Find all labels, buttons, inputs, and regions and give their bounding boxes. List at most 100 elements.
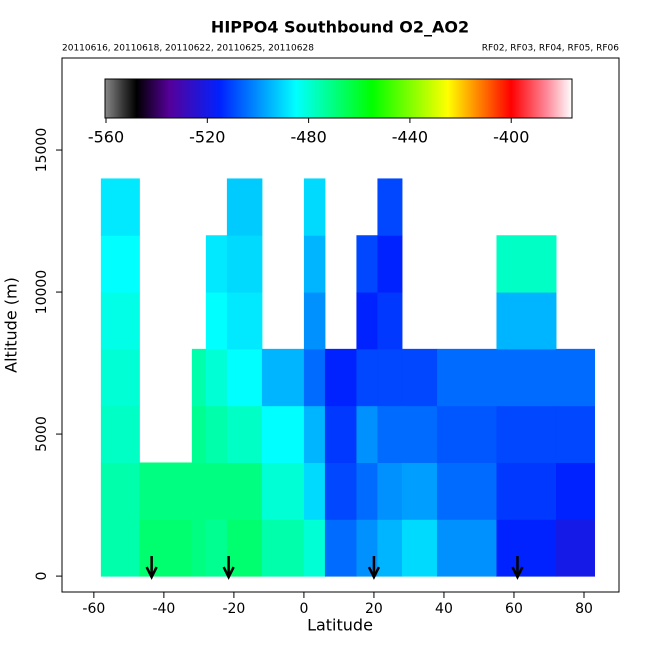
heatmap-cell xyxy=(261,519,305,577)
heatmap-cell xyxy=(377,178,403,236)
heatmap-cell xyxy=(377,235,403,293)
heatmap-cell xyxy=(191,348,207,407)
heatmap-cell xyxy=(191,405,207,463)
heatmap-cell xyxy=(191,519,207,577)
heatmap-cell xyxy=(100,405,140,463)
heatmap-cell xyxy=(401,405,438,463)
heatmap-cell xyxy=(356,462,378,520)
heatmap-cell xyxy=(356,348,378,407)
heatmap-cell xyxy=(261,462,305,520)
heatmap-cell xyxy=(191,462,207,520)
heatmap-cell xyxy=(139,519,193,577)
heatmap-cell xyxy=(100,348,140,407)
heatmap-cell xyxy=(356,405,378,463)
heatmap-cell xyxy=(377,519,403,577)
heatmap-cell xyxy=(226,178,263,236)
heatmap-cell xyxy=(226,405,263,463)
heatmap-cell xyxy=(205,405,228,463)
heatmap-cell xyxy=(261,348,305,407)
heatmap-cell xyxy=(436,462,497,520)
heatmap-cell xyxy=(303,462,326,520)
x-tick-label: -60 xyxy=(82,601,105,617)
heatmap-cell xyxy=(324,348,357,407)
heatmap-cell xyxy=(205,292,228,350)
x-tick-label: 0 xyxy=(299,601,308,617)
subtitle-right: RF02, RF03, RF04, RF05, RF06 xyxy=(482,44,620,54)
heatmap-cell xyxy=(555,348,595,407)
heatmap-cell xyxy=(100,235,140,293)
heatmap-cell xyxy=(496,235,557,293)
heatmap-cell xyxy=(401,348,438,407)
y-tick-label: 0 xyxy=(34,572,50,581)
heatmap-cell xyxy=(377,292,403,350)
marker-arrowhead xyxy=(511,566,524,580)
heatmap-cell xyxy=(100,462,140,520)
heatmap-cell xyxy=(139,462,193,520)
heatmap-cell xyxy=(226,292,263,350)
x-tick-label: 60 xyxy=(505,601,523,617)
heatmap-cell xyxy=(356,519,378,577)
colorbar-tick-label: -480 xyxy=(290,128,326,147)
heatmap-cell xyxy=(303,292,326,350)
heatmap-cell xyxy=(377,462,403,520)
colorbar-tick-label: -440 xyxy=(392,128,428,147)
heatmap-cell xyxy=(496,462,557,520)
heatmap-cell xyxy=(436,405,497,463)
chart-title: HIPPO4 Southbound O2_AO2 xyxy=(211,18,469,37)
heatmap-cell xyxy=(324,405,357,463)
heatmap-cell xyxy=(496,405,557,463)
heatmap-cell xyxy=(205,519,228,577)
x-tick-label: -40 xyxy=(152,601,175,617)
colorbar-tick-label: -400 xyxy=(493,128,529,147)
heatmap-cell xyxy=(496,292,557,350)
y-axis-label: Altitude (m) xyxy=(2,277,21,373)
plot-frame xyxy=(61,57,620,593)
x-tick-label: 40 xyxy=(435,601,453,617)
heatmap-cell xyxy=(303,178,326,236)
x-tick-label: 80 xyxy=(575,601,593,617)
heatmap-cell xyxy=(401,519,438,577)
heatmap-cell xyxy=(205,462,228,520)
heatmap-cell xyxy=(555,519,595,577)
heatmap-cell xyxy=(324,462,357,520)
heatmap-cell xyxy=(436,519,497,577)
y-tick-label: 5000 xyxy=(34,416,50,452)
heatmap-cell xyxy=(205,235,228,293)
heatmap-cell xyxy=(303,405,326,463)
x-tick-label: 20 xyxy=(365,601,383,617)
heatmap-cell xyxy=(226,348,263,407)
heatmap-cell xyxy=(303,519,326,577)
x-axis-label: Latitude xyxy=(307,616,373,635)
marker-arrowhead xyxy=(222,566,235,580)
heatmap-cell xyxy=(100,292,140,350)
heatmap-cell xyxy=(555,462,595,520)
heatmap-cell xyxy=(377,405,403,463)
heatmap-cell xyxy=(401,462,438,520)
heatmap-cell xyxy=(226,235,263,293)
marker-arrowhead xyxy=(367,566,381,580)
heatmap-cell xyxy=(356,292,378,350)
heatmap-cell xyxy=(377,348,403,407)
x-tick-label: -20 xyxy=(222,601,245,617)
heatmap-cell xyxy=(303,348,326,407)
colorbar-tick-label: -560 xyxy=(88,128,124,147)
heatmap-cell xyxy=(436,348,497,407)
y-tick-label: 10000 xyxy=(34,270,50,315)
marker-arrowhead xyxy=(145,566,158,580)
colorbar-tick-label: -520 xyxy=(189,128,225,147)
y-tick-label: 15000 xyxy=(34,128,50,173)
heatmap-cell xyxy=(324,519,357,577)
heatmap-cell xyxy=(205,348,228,407)
heatmap-cell xyxy=(356,235,378,293)
heatmap-cell xyxy=(555,405,595,463)
heatmap-cell xyxy=(496,519,557,577)
heatmap-cell xyxy=(100,178,140,236)
heatmap-cell xyxy=(226,462,263,520)
heatmap-cell xyxy=(496,348,557,407)
colorbar xyxy=(104,78,573,119)
subtitle-left: 20110616, 20110618, 20110622, 20110625, … xyxy=(62,44,314,54)
heatmap-cell xyxy=(100,519,140,577)
heatmap-cell xyxy=(261,405,305,463)
heatmap-cell xyxy=(303,235,326,293)
